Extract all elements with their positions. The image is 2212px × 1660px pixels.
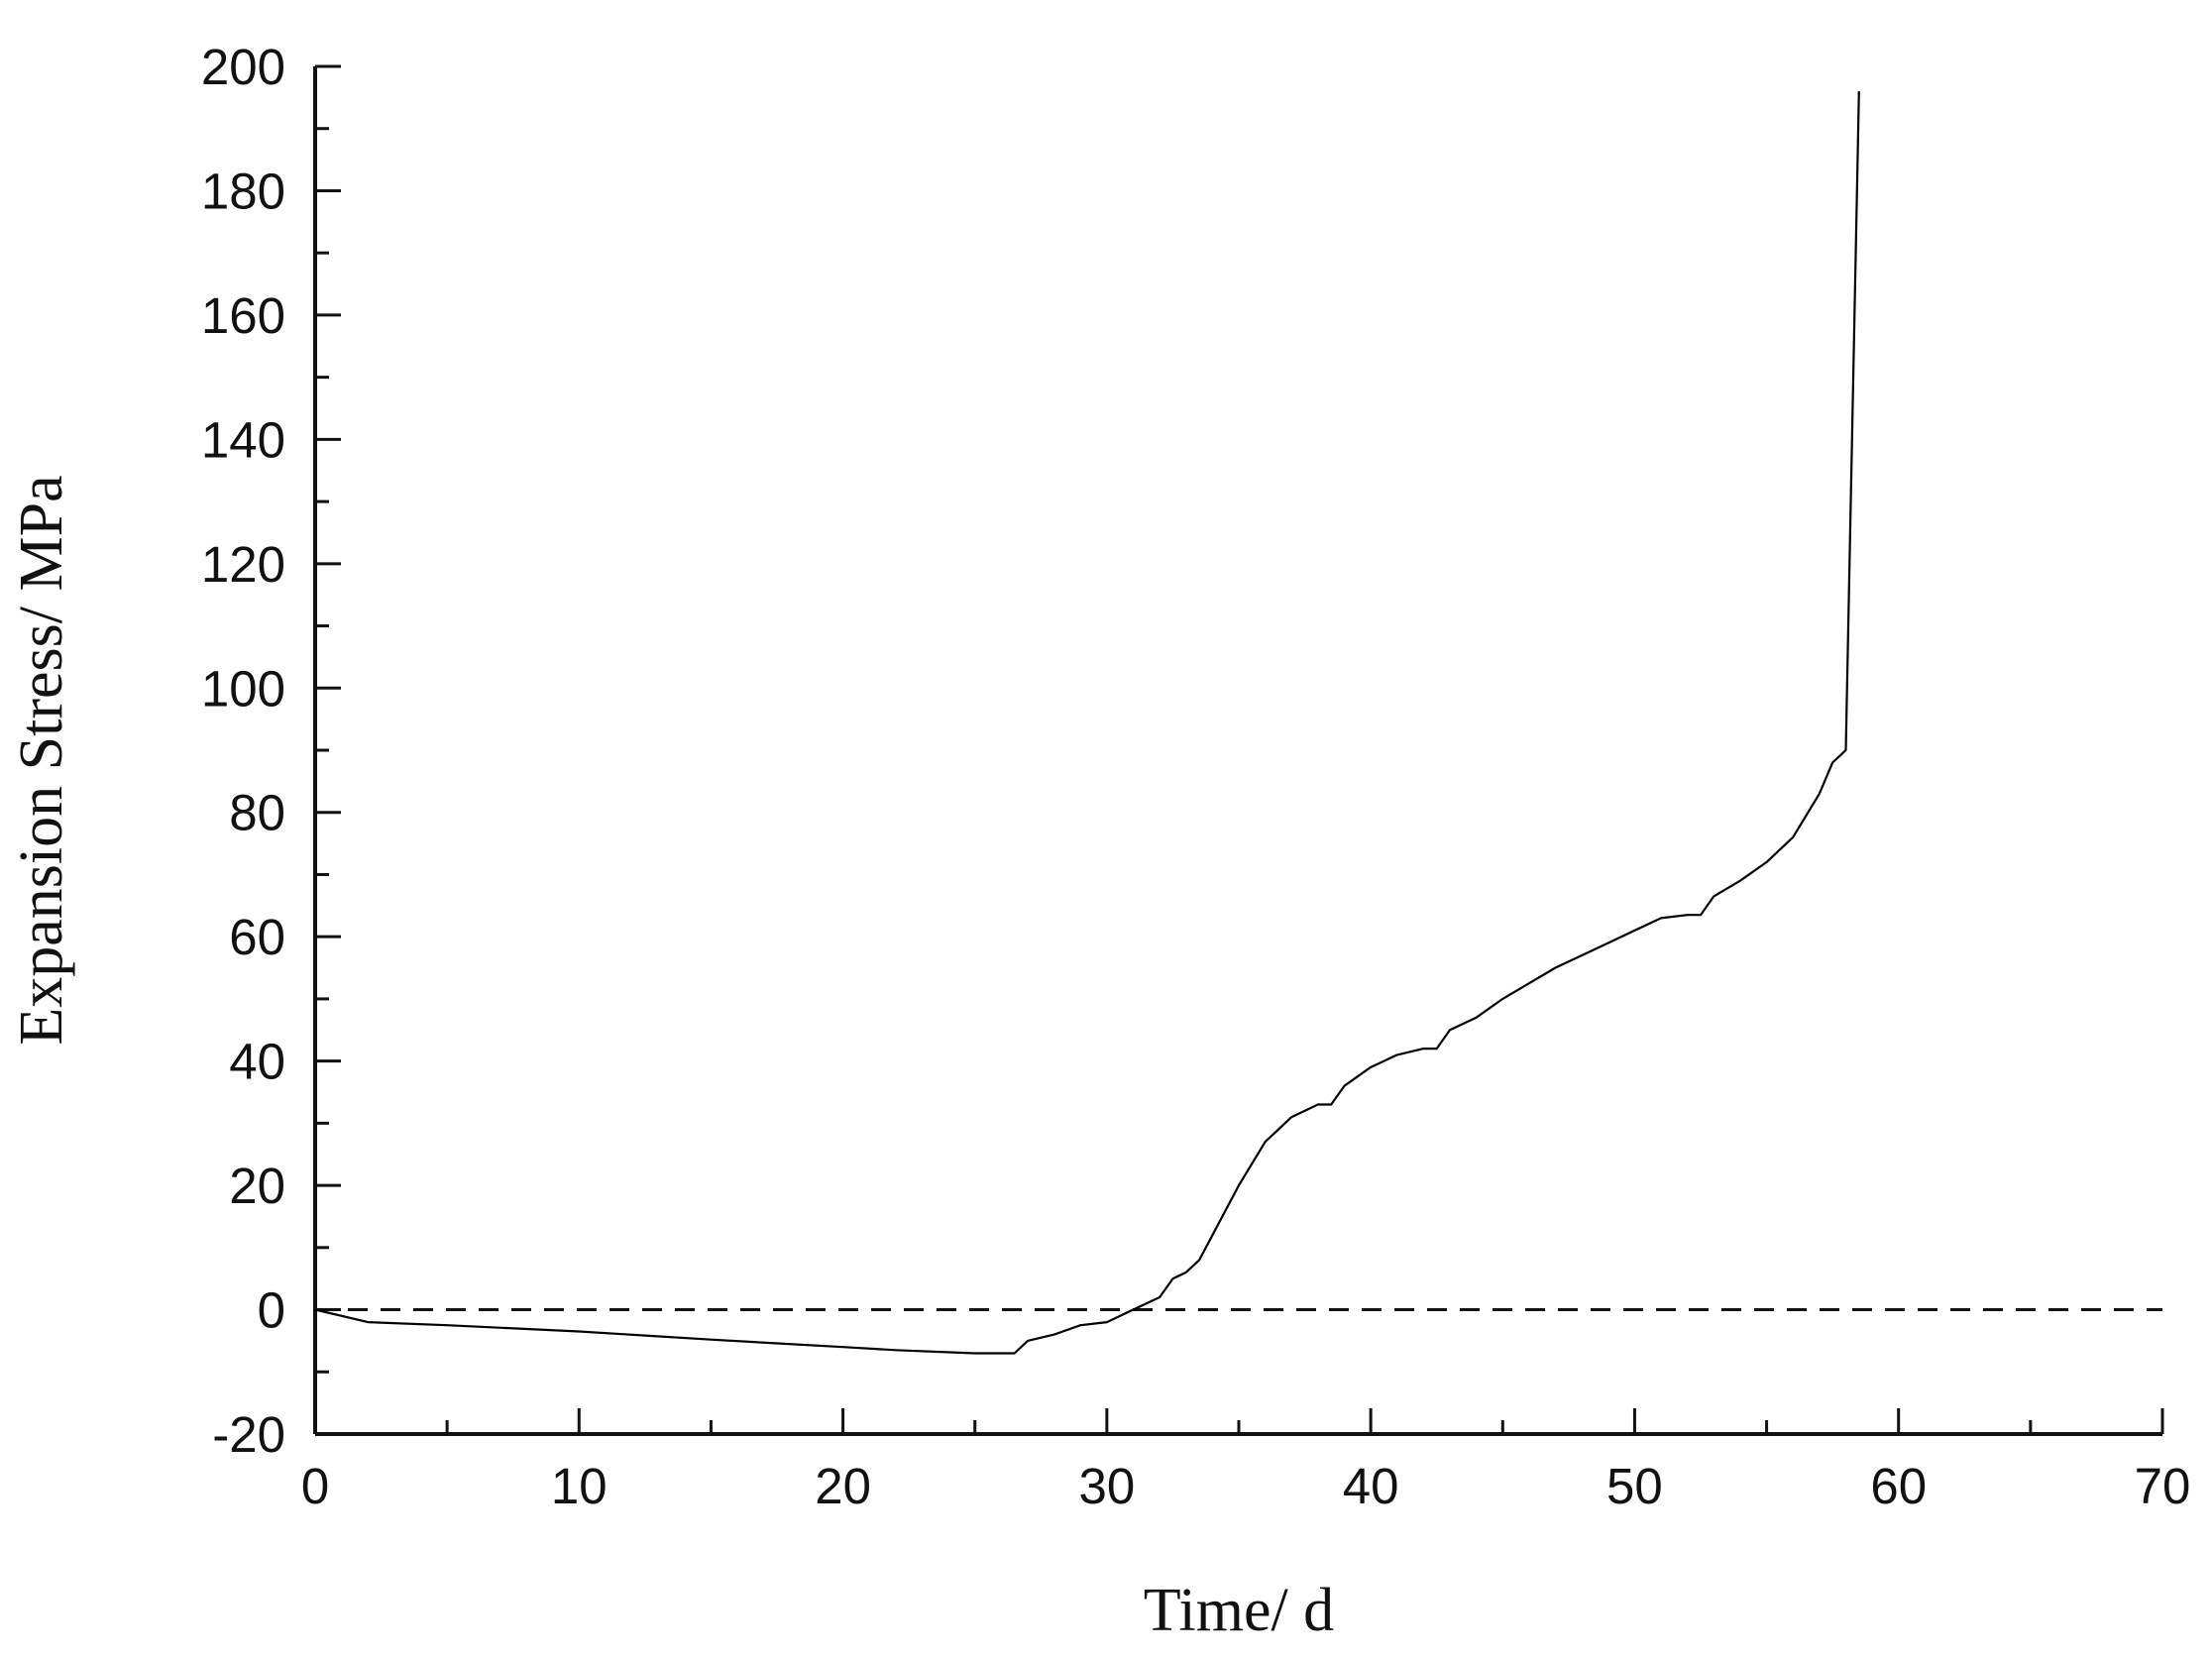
y-tick-label: 40 <box>229 1034 285 1090</box>
x-tick-label: 0 <box>301 1458 329 1514</box>
y-axis-title: Expansion Stress/ MPa <box>8 475 75 1045</box>
axes-group <box>313 66 2162 1436</box>
y-tick-label: 20 <box>229 1158 285 1214</box>
y-tick-label: 180 <box>201 163 285 219</box>
y-tick-label: 100 <box>201 660 285 717</box>
y-tick-label: 140 <box>201 411 285 468</box>
x-tick-label: 10 <box>551 1458 608 1514</box>
y-tick-label: 0 <box>258 1282 285 1339</box>
x-axis-title: Time/ d <box>1144 1577 1334 1644</box>
y-tick-label: 80 <box>229 785 285 841</box>
series-line <box>314 91 1860 1355</box>
data-points-group <box>313 89 1861 1355</box>
x-tick-label: 70 <box>2135 1458 2191 1514</box>
x-tick-label: 20 <box>815 1458 871 1514</box>
x-tick-label: 50 <box>1606 1458 1663 1514</box>
x-tick-label: 40 <box>1343 1458 1399 1514</box>
x-tick-label: 30 <box>1078 1458 1135 1514</box>
ticks-group: 0 10 20 30 40 50 60 70 -20 0 20 40 60 80 100 120 140 160 1… <box>201 39 2190 1514</box>
y-tick-label: -20 <box>212 1406 285 1463</box>
y-tick-label: 120 <box>201 536 285 593</box>
y-tick-label: 60 <box>229 909 285 965</box>
x-tick-label: 60 <box>1870 1458 1927 1514</box>
y-tick-label: 160 <box>201 287 285 344</box>
y-tick-label: 200 <box>201 39 285 95</box>
